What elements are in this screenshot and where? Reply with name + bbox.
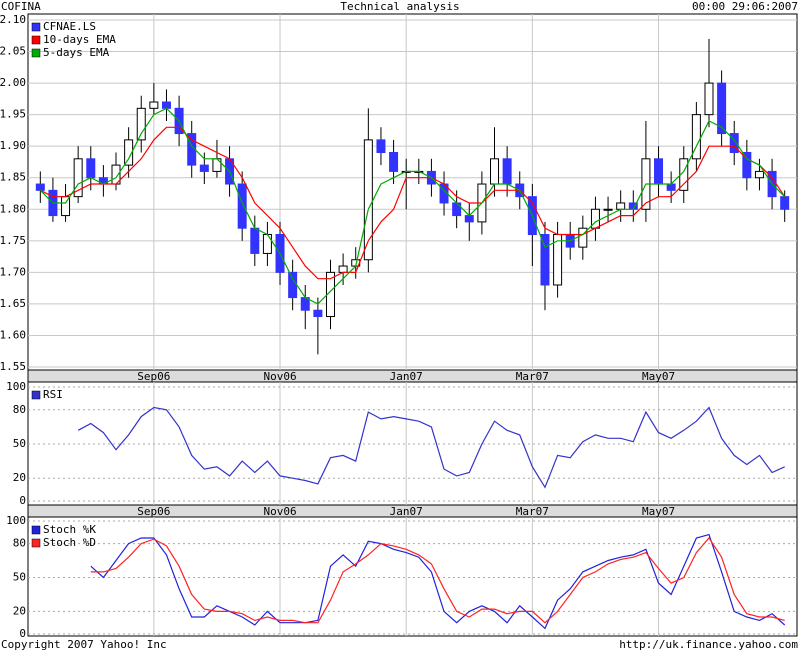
legend-label: CFNAE.LS [43, 20, 96, 33]
candle-body [464, 215, 474, 223]
candle-body [262, 234, 272, 254]
y-tick-label: 2.00 [0, 76, 26, 89]
x-tick-label: Nov06 [263, 505, 296, 518]
candle-body [452, 202, 462, 217]
series-line [90, 533, 786, 630]
series-line [90, 537, 785, 624]
y-tick-label: 80 [13, 403, 26, 416]
candle-body [149, 101, 159, 109]
y-tick-label: 1.90 [0, 139, 26, 152]
page-title: Technical analysis [340, 0, 459, 13]
y-tick-label: 1.80 [0, 202, 26, 215]
y-tick-label: 2.10 [0, 13, 26, 26]
legend-swatch [31, 48, 41, 58]
source-url: http://uk.finance.yahoo.com [619, 638, 798, 651]
legend-swatch [31, 390, 41, 400]
y-tick-label: 2.05 [0, 45, 26, 58]
x-tick-label: May07 [642, 505, 675, 518]
candle-body [704, 82, 714, 116]
stock-title: COFINA [1, 0, 41, 13]
candle-body [578, 227, 588, 248]
candle-body [780, 196, 790, 210]
candle-body [389, 151, 399, 172]
candle-body [666, 183, 676, 191]
timestamp: 00:00 29:06:2007 [692, 0, 798, 13]
legend-label: 10-days EMA [43, 33, 116, 46]
y-tick-label: 80 [13, 537, 26, 550]
y-tick-label: 1.55 [0, 360, 26, 373]
candle-body [490, 158, 500, 185]
candle-body [124, 139, 134, 166]
y-tick-label: 1.60 [0, 328, 26, 341]
x-tick-label: Nov06 [263, 370, 296, 383]
candle-body [161, 101, 171, 109]
candle-body [288, 271, 298, 299]
x-tick-label: Mar07 [516, 505, 549, 518]
plot-frame [27, 13, 798, 371]
copyright: Copyright 2007 Yahoo! Inc [1, 638, 167, 651]
legend-label: Stoch %D [43, 536, 96, 549]
candle-body [338, 265, 348, 273]
candle-body [717, 82, 727, 135]
y-tick-label: 0 [19, 627, 26, 640]
y-tick-label: 1.85 [0, 171, 26, 184]
candle-body [250, 227, 260, 254]
y-tick-label: 1.65 [0, 297, 26, 310]
series-line [40, 126, 786, 280]
candle-body [35, 183, 45, 191]
candle-body [237, 183, 247, 229]
candle-body [363, 139, 373, 261]
candle-body [212, 158, 222, 172]
legend-swatch [31, 35, 41, 45]
y-tick-label: 20 [13, 471, 26, 484]
y-tick-label: 1.75 [0, 234, 26, 247]
candle-body [376, 139, 386, 153]
legend-swatch [31, 22, 41, 32]
legend-swatch [31, 525, 41, 535]
candle-body [540, 234, 550, 286]
candle-body [73, 158, 83, 198]
candle-body [654, 158, 664, 185]
candle-body [603, 208, 613, 211]
x-tick-label: May07 [642, 370, 675, 383]
x-tick-label: Jan07 [390, 505, 423, 518]
legend-label: Stoch %K [43, 523, 96, 536]
series-line [77, 406, 785, 489]
y-tick-label: 50 [13, 571, 26, 584]
x-tick-label: Mar07 [516, 370, 549, 383]
legend-label: 5-days EMA [43, 46, 110, 59]
y-tick-label: 100 [6, 380, 26, 393]
x-tick-label: Sep06 [137, 370, 170, 383]
candle-body [502, 158, 512, 185]
candle-body [136, 107, 146, 141]
candle-body [729, 133, 739, 153]
legend-swatch [31, 538, 41, 548]
y-tick-label: 50 [13, 437, 26, 450]
candle-body [187, 133, 197, 166]
candle-body [691, 114, 701, 160]
candle-body [199, 164, 209, 172]
y-tick-label: 20 [13, 604, 26, 617]
x-tick-label: Jan07 [390, 370, 423, 383]
series-line [39, 107, 786, 305]
x-tick-label: Sep06 [137, 505, 170, 518]
candle-body [754, 170, 764, 179]
candle-body [86, 158, 96, 179]
y-tick-label: 100 [6, 514, 26, 527]
plot-frame [27, 516, 798, 637]
y-tick-label: 1.70 [0, 265, 26, 278]
y-tick-label: 0 [19, 494, 26, 507]
candle-body [616, 202, 626, 210]
candle-body [742, 151, 752, 179]
y-tick-label: 1.95 [0, 108, 26, 121]
candle-body [313, 309, 323, 318]
legend-label: RSI [43, 388, 63, 401]
candle-body [325, 271, 335, 318]
